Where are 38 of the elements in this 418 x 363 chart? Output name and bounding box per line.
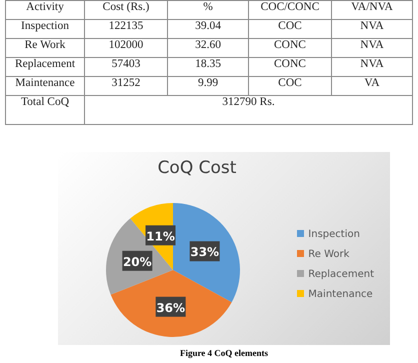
text: 122135: [84, 20, 168, 38]
text: 31252: [84, 76, 168, 96]
category-label: %: [168, 0, 248, 20]
text: NVA: [332, 58, 412, 76]
chart-title: CoQ Cost: [156, 158, 238, 178]
text: Replacement: [6, 58, 84, 76]
text: CONC: [248, 38, 332, 58]
legend-label: Inspection: [308, 228, 360, 240]
text: 39.04: [168, 20, 248, 38]
text: NVA: [332, 38, 412, 58]
text: Total CoQ: [6, 96, 84, 124]
text: Maintenance: [6, 76, 84, 96]
category-label: Activity: [6, 0, 84, 20]
text: 57403: [84, 58, 168, 76]
text: Inspection: [6, 20, 84, 38]
text: 312790 Rs.: [84, 96, 412, 124]
data-label: 33%: [190, 245, 220, 260]
text: COC: [248, 20, 332, 38]
text: NVA: [332, 20, 412, 38]
text: VA: [332, 76, 412, 96]
data-label: 36%: [156, 300, 186, 315]
category-label: Cost (Rs.): [84, 0, 168, 20]
data-label: 11%: [146, 229, 175, 244]
legend-label: Replacement: [308, 268, 374, 280]
text: Re Work: [6, 38, 84, 58]
text: 18.35: [168, 58, 248, 76]
text: COC: [248, 76, 332, 96]
legend-label: Re Work: [308, 248, 350, 260]
text: 9.99: [168, 76, 248, 96]
legend-label: Maintenance: [308, 288, 373, 300]
pie-slice: [110, 270, 232, 337]
text: 102000: [84, 38, 168, 58]
category-label: COC/CONC: [248, 0, 332, 20]
text: CONC: [248, 58, 332, 76]
category-label: VA/NVA: [332, 0, 412, 20]
data-label: 20%: [122, 254, 152, 269]
text: 32.60: [168, 38, 248, 58]
caption: Figure 4 CoQ elements: [178, 348, 270, 358]
